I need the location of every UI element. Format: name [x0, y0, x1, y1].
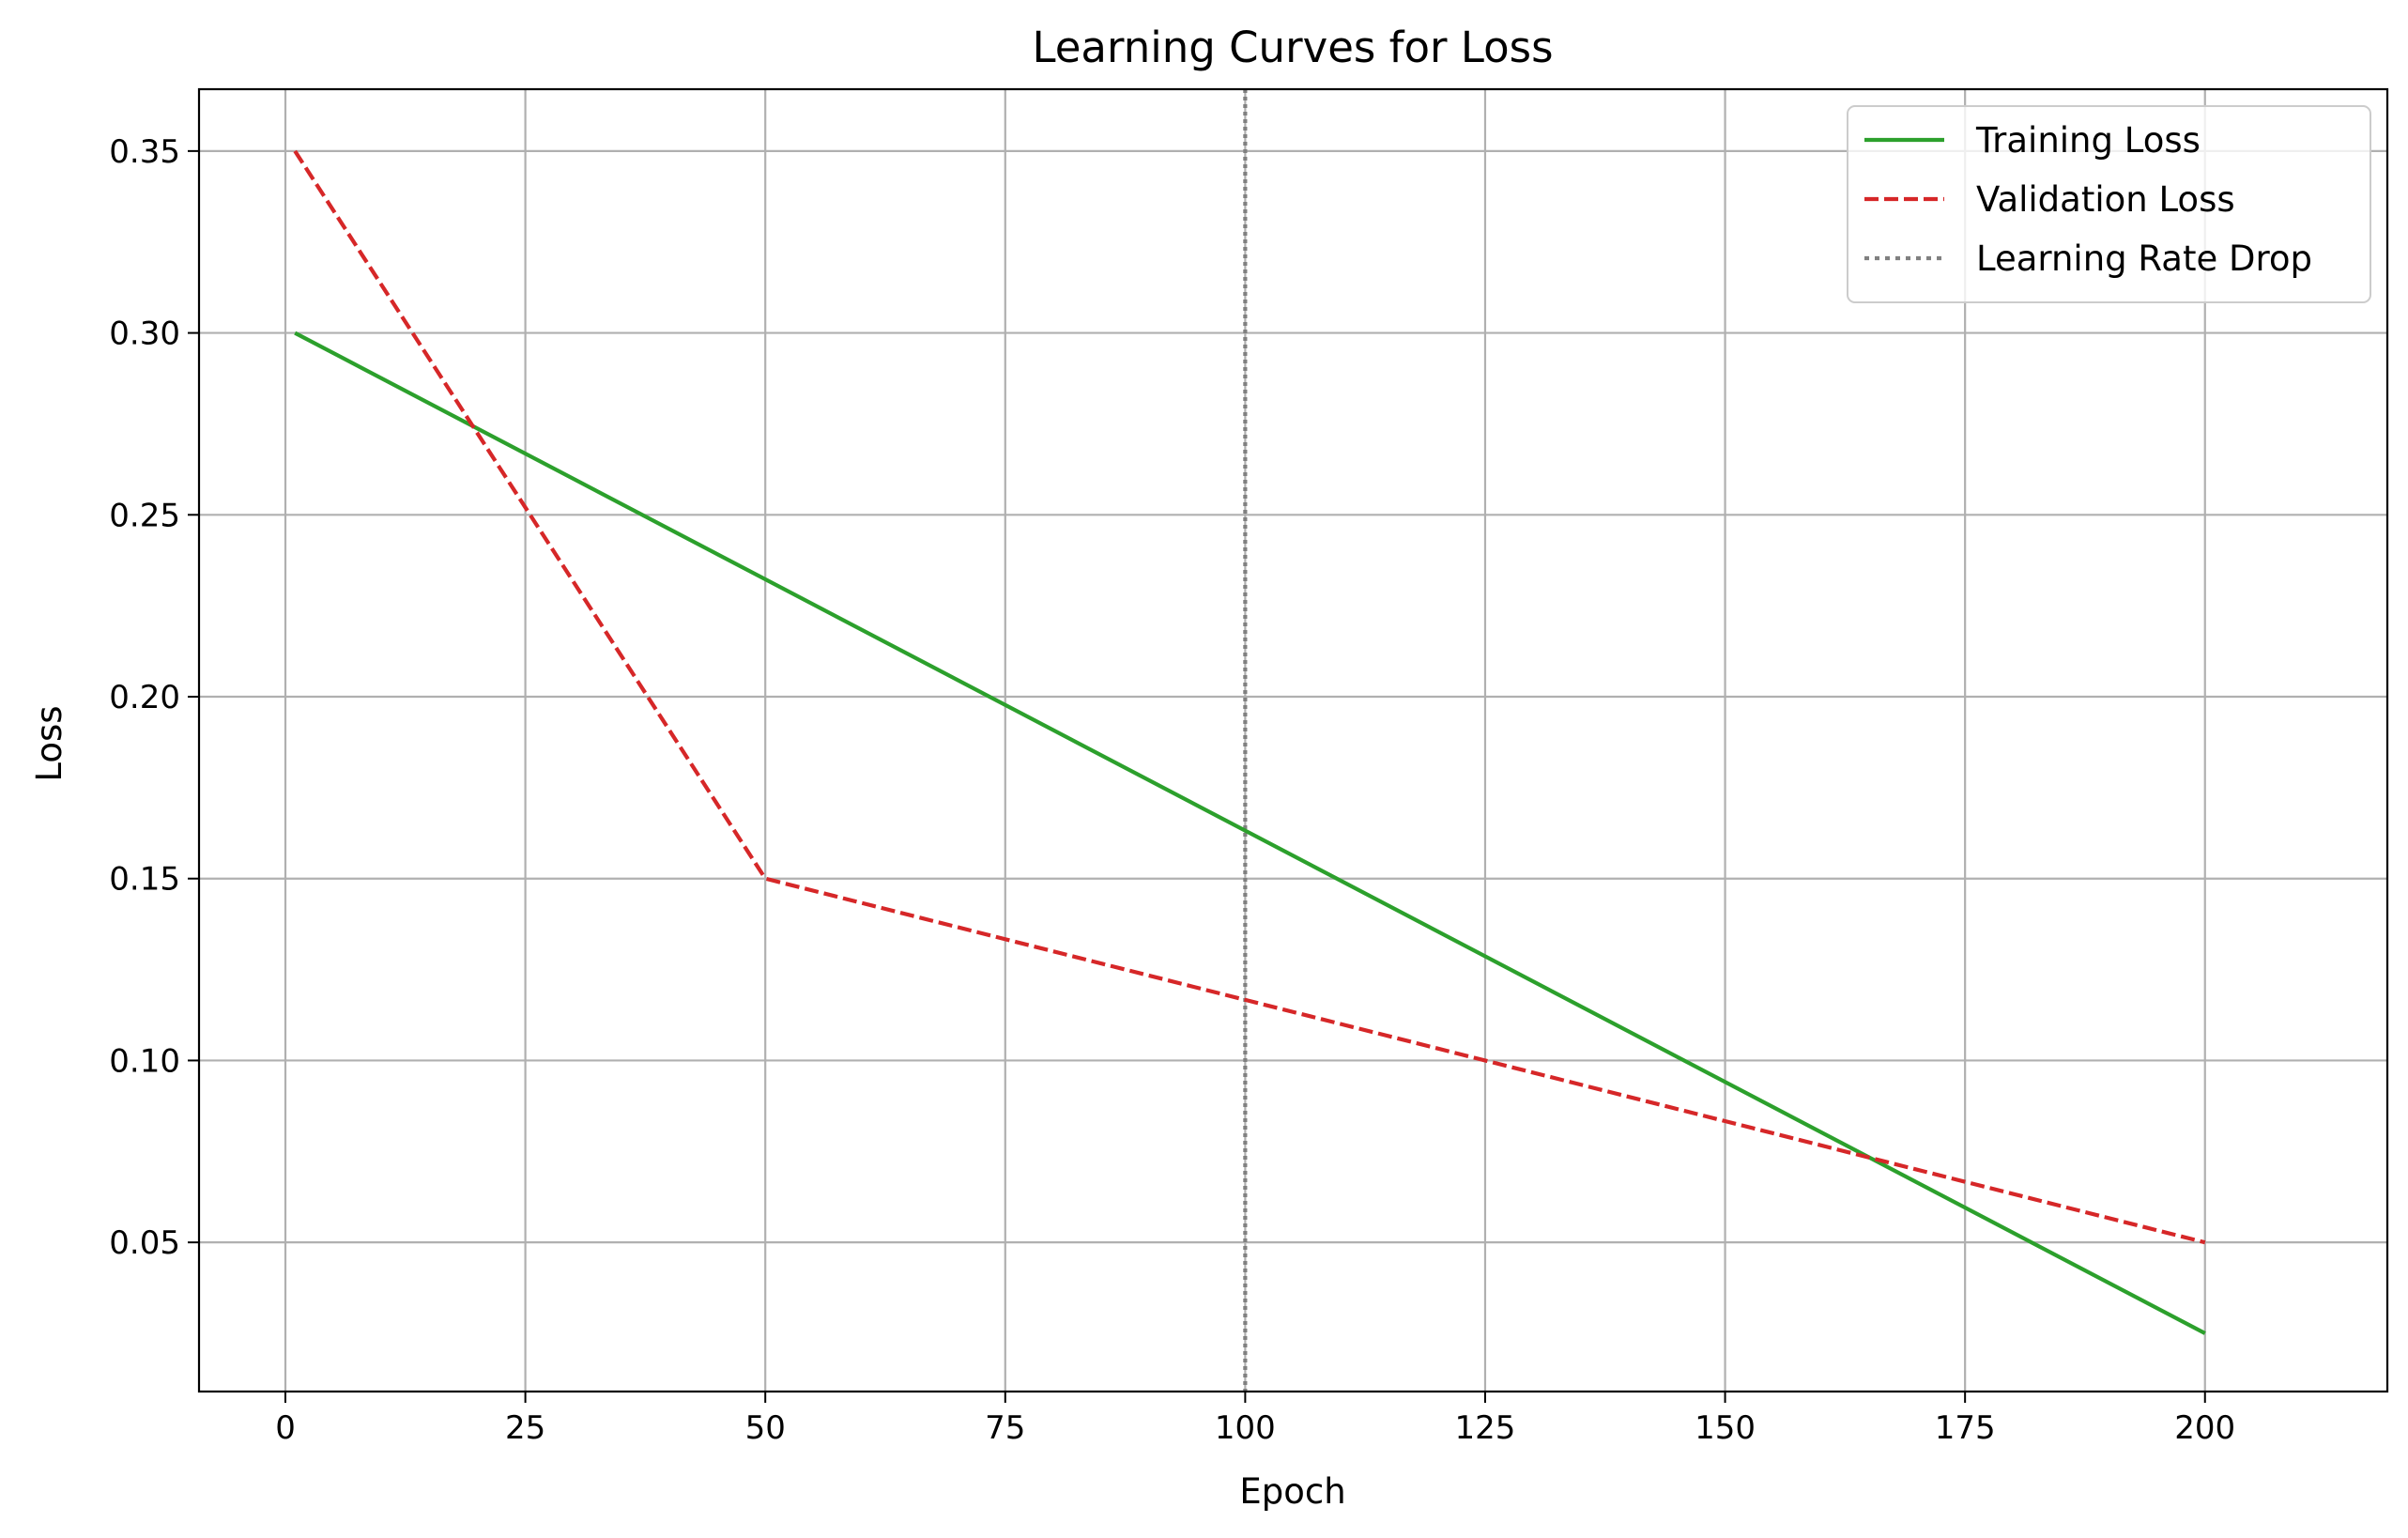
x-tick-label: 200	[2174, 1409, 2235, 1447]
x-axis-label: Epoch	[1239, 1471, 1345, 1512]
x-tick-label: 0	[275, 1409, 296, 1447]
y-axis-ticks: 0.05 0.10 0.15 0.20 0.25 0.30 0.35	[109, 133, 199, 1262]
x-tick-label: 150	[1695, 1409, 1756, 1447]
chart-title: Learning Curves for Loss	[1032, 23, 1553, 72]
plot-frame	[197, 87, 2389, 1393]
x-tick-label: 50	[745, 1409, 786, 1447]
legend-label: Training Loss	[1975, 120, 2201, 161]
x-tick-label: 100	[1215, 1409, 1276, 1447]
legend-label: Learning Rate Drop	[1976, 238, 2312, 279]
legend: Training Loss Validation Loss Learning Rat…	[1847, 105, 2371, 303]
training-loss-line	[294, 331, 2206, 1335]
y-tick-label: 0.35	[109, 133, 180, 171]
validation-loss-line	[293, 149, 2206, 1245]
x-tick-label: 125	[1455, 1409, 1516, 1447]
y-tick-label: 0.15	[109, 861, 180, 899]
y-tick-label: 0.20	[109, 679, 180, 716]
y-axis-label: Loss	[29, 705, 69, 781]
y-tick-label: 0.25	[109, 497, 180, 534]
grid-lines	[199, 89, 2387, 1392]
y-tick-label: 0.10	[109, 1042, 180, 1080]
x-tick-label: 25	[505, 1409, 545, 1447]
series-lines	[293, 149, 2206, 1335]
legend-label: Validation Loss	[1976, 179, 2235, 220]
x-axis-ticks: 0 25 50 75 100 125 150 175 200	[275, 1392, 2235, 1447]
x-tick-label: 175	[1935, 1409, 1996, 1447]
y-tick-label: 0.05	[109, 1224, 180, 1262]
x-tick-label: 75	[985, 1409, 1025, 1447]
y-tick-label: 0.30	[109, 315, 180, 353]
legend-box	[1847, 105, 2371, 303]
